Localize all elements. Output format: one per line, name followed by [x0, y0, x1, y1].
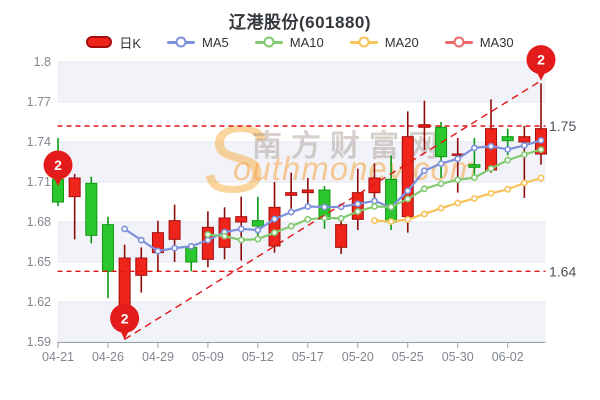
- svg-text:1.65: 1.65: [27, 255, 51, 269]
- ma-legend-dot: [175, 36, 187, 48]
- trend-line: [124, 80, 542, 340]
- svg-text:1.62: 1.62: [27, 295, 51, 309]
- svg-text:04-21: 04-21: [42, 350, 74, 364]
- svg-text:1.75: 1.75: [549, 118, 576, 134]
- svg-text:2: 2: [537, 52, 545, 68]
- svg-text:05-12: 05-12: [242, 350, 274, 364]
- svg-text:S: S: [203, 106, 267, 213]
- ma-legend-dot: [263, 36, 275, 48]
- legend-label: MA5: [202, 34, 229, 50]
- y-axis: 1.8 1.77 1.74 1.71 1.68 1.65 1.62 1.59: [27, 55, 51, 349]
- legend-label: MA10: [289, 34, 324, 50]
- svg-text:1.68: 1.68: [27, 215, 51, 229]
- svg-text:06-02: 06-02: [492, 350, 524, 364]
- legend-label: MA30: [479, 34, 514, 50]
- svg-text:1.59: 1.59: [27, 335, 51, 349]
- svg-text:04-26: 04-26: [92, 350, 124, 364]
- ma-legend-icon: [444, 36, 473, 48]
- ma-line-ma10: [204, 146, 545, 244]
- svg-text:04-29: 04-29: [142, 350, 174, 364]
- svg-text:05-17: 05-17: [292, 350, 324, 364]
- svg-text:1.71: 1.71: [27, 175, 51, 189]
- candle-legend-icon: [86, 36, 113, 48]
- svg-text:1.64: 1.64: [549, 263, 576, 279]
- svg-text:05-09: 05-09: [192, 350, 224, 364]
- legend-label: 日K: [119, 35, 142, 51]
- legend-item-ma5[interactable]: MA5: [167, 35, 229, 50]
- plot-bands: [57, 62, 546, 342]
- svg-text:05-25: 05-25: [392, 350, 424, 364]
- ma-line-ma20: [371, 174, 545, 225]
- svg-text:1.77: 1.77: [27, 95, 51, 109]
- legend-item-ma30[interactable]: MA30: [444, 34, 514, 50]
- svg-text:05-30: 05-30: [442, 350, 474, 364]
- svg-text:1.74: 1.74: [27, 135, 51, 149]
- ma-legend-icon: [349, 36, 378, 48]
- svg-text:2: 2: [54, 157, 62, 173]
- legend-item-ma20[interactable]: MA20: [349, 34, 419, 50]
- page-title: 辽港股份(601880): [228, 13, 372, 32]
- legend-item-ma10[interactable]: MA10: [254, 34, 324, 50]
- ma-legend-icon: [167, 36, 196, 48]
- marker-pin: 2: [526, 45, 556, 81]
- reference-lines: 1.75 1.64: [57, 118, 576, 279]
- legend-item-日k[interactable]: 日K: [86, 33, 141, 52]
- svg-text:05-20: 05-20: [342, 350, 374, 364]
- svg-text:1.8: 1.8: [34, 55, 51, 69]
- x-axis: 04-21 04-26 04-29 05-09 05-12 05-17 05-20 05-25…: [42, 342, 546, 364]
- legend: 日K MA5 MA10 MA20 MA30: [0, 32, 600, 52]
- ma-legend-icon: [254, 36, 283, 48]
- legend-label: MA20: [384, 34, 419, 50]
- marker-pin: 2: [43, 150, 73, 186]
- ma-legend-dot: [453, 36, 465, 48]
- marker-pin: 2: [110, 303, 140, 340]
- svg-text:2: 2: [121, 310, 129, 326]
- ma-legend-dot: [358, 36, 370, 48]
